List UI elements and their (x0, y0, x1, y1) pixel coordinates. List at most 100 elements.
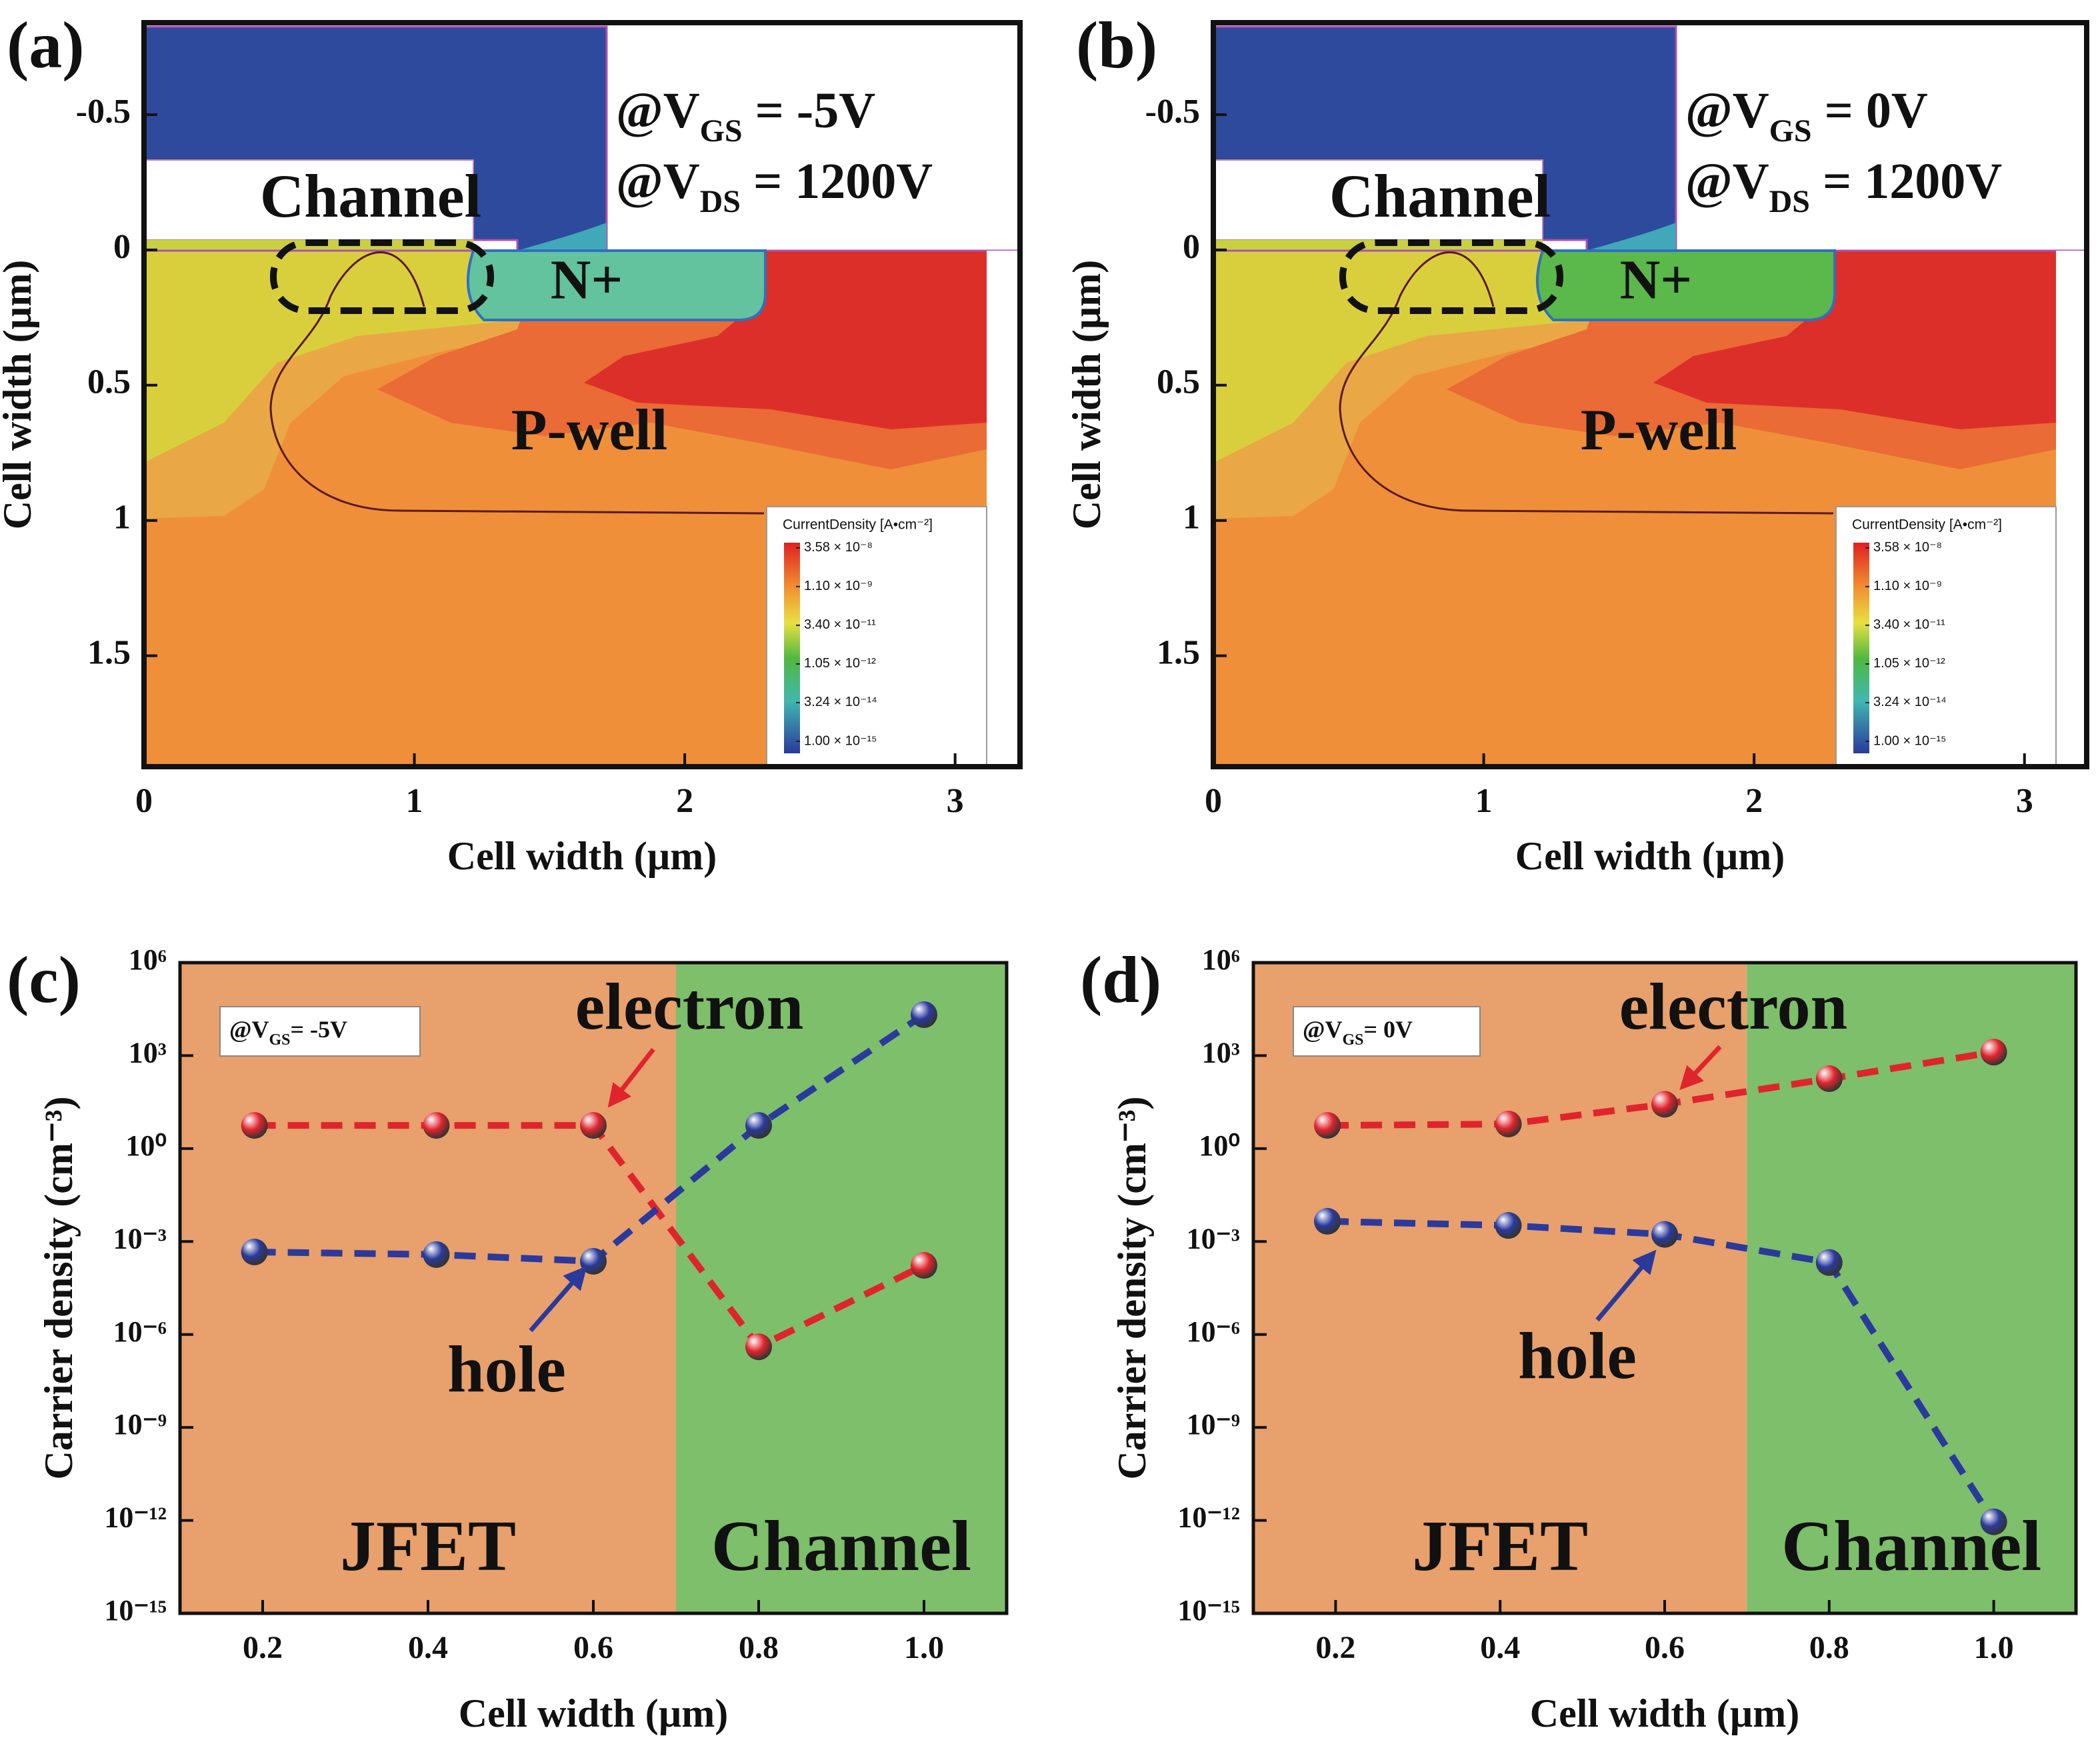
y-tick-label: 10⁻¹⁵ (1177, 1594, 1240, 1627)
data-point (745, 1333, 772, 1361)
bias-annotation-part: GS (1342, 1031, 1363, 1049)
x-tick-label: 0.8 (1809, 1630, 1849, 1665)
region-label: JFET (1412, 1507, 1588, 1586)
bias-annotation-part: = 0V (1812, 83, 1928, 139)
panel-label: (b) (1076, 8, 1157, 82)
data-point (911, 1252, 937, 1279)
y-tick-label: -0.5 (1145, 93, 1200, 131)
label-arrow (607, 1047, 655, 1108)
x-tick-label: 2 (676, 782, 693, 820)
x-tick-label: 0 (135, 782, 153, 820)
data-point (423, 1241, 450, 1268)
y-tick-label: 10⁶ (129, 943, 167, 976)
bias-annotation-part: @V (616, 83, 700, 139)
y-tick-label: 10⁰ (1199, 1129, 1240, 1162)
data-point (745, 1112, 772, 1139)
region-label: Channel (1329, 162, 1551, 230)
y-tick-label: 10⁻³ (1187, 1222, 1240, 1255)
gate-edge (1587, 223, 1676, 251)
data-point (1314, 1207, 1341, 1235)
data-point (580, 1112, 607, 1139)
colorbar-tick-label: 3.40 × 10⁻¹¹ (804, 617, 876, 632)
bias-annotation-part: DS (1769, 184, 1810, 219)
bias-annotation: @VGS = -5V (616, 83, 875, 148)
mesh-end (987, 251, 1020, 767)
data-point (1815, 1249, 1843, 1276)
simulation-map: CurrentDensity [A•cm⁻²] 3.58 × 10⁻⁸ 1.10 ×… (1212, 23, 2087, 767)
panel-label: (c) (7, 943, 81, 1017)
series-label: hole (1518, 1319, 1637, 1393)
bias-annotation-part: @V (1685, 83, 1769, 139)
simulation-map: CurrentDensity [A•cm⁻²] 3.58 × 10⁻⁸ 1.10 ×… (143, 23, 1020, 767)
panel-label: (a) (7, 8, 85, 82)
panel-label: (d) (1080, 943, 1161, 1017)
label-arrow (1679, 1045, 1722, 1091)
region-label: P-well (1581, 398, 1737, 463)
x-axis-title: Cell width (µm) (447, 834, 717, 878)
label-arrow (1595, 1249, 1657, 1322)
x-axis-title: Cell width (µm) (1530, 1691, 1800, 1735)
red-region (1653, 251, 2056, 429)
region-label: Channel (260, 162, 481, 230)
colorbar-tick-label: 3.40 × 10⁻¹¹ (1873, 617, 1945, 632)
x-tick-label: 0.2 (1315, 1630, 1355, 1665)
plot-frame (141, 20, 1023, 769)
x-tick-label: 0 (1205, 782, 1222, 820)
bias-annotation-part: GS (700, 113, 743, 149)
y-tick-label: 0.5 (1157, 363, 1200, 401)
y-axis-title: Carrier density (cm⁻³) (1110, 1096, 1154, 1479)
bias-annotation-part: = 0V (1364, 1016, 1413, 1043)
annotation-box (219, 1006, 421, 1057)
bias-annotation: @VGS= 0V (1303, 1016, 1413, 1048)
colorbar-tick-label: 1.05 × 10⁻¹² (1873, 656, 1945, 671)
bias-annotation-part: GS (1769, 113, 1812, 149)
channel-outline (1339, 239, 1563, 314)
x-axis-title: Cell width (µm) (459, 1691, 729, 1735)
colorbar-tick-label: 1.00 × 10⁻¹⁵ (1873, 733, 1946, 748)
bias-annotation-part: @V (1685, 153, 1769, 209)
data-point (1980, 1039, 2007, 1066)
y-tick-label: 10⁻¹⁵ (104, 1594, 167, 1627)
colorbar-tick-label: 3.58 × 10⁻⁸ (1873, 540, 1942, 555)
region-label: JFET (340, 1507, 516, 1586)
data-point (1495, 1111, 1522, 1138)
gate-edge (517, 223, 607, 251)
y-tick-label: 1 (113, 499, 131, 537)
y-tick-label: 10⁻¹² (1177, 1501, 1240, 1534)
x-tick-label: 3 (2016, 782, 2033, 820)
y-tick-label: 10⁻⁶ (113, 1315, 167, 1348)
y-tick-label: 0 (1183, 228, 1200, 266)
y-tick-label: 10⁻⁹ (1187, 1408, 1240, 1441)
y-axis-title: Cell width (µm) (0, 260, 39, 530)
annotation-box (1293, 1006, 1481, 1057)
colorbar (784, 543, 800, 753)
colorbar-title: CurrentDensity [A•cm⁻²] (783, 517, 933, 533)
bias-annotation-part: @V (616, 153, 700, 209)
colorbar-tick-label: 1.10 × 10⁻⁹ (1873, 579, 1942, 593)
colorbar (1853, 543, 1869, 753)
bias-annotation-part: @V (1303, 1016, 1342, 1043)
x-tick-label: 0.6 (573, 1630, 613, 1665)
y-axis-title: Cell width (µm) (1065, 260, 1109, 530)
series-label: electron (575, 969, 803, 1043)
colorbar-tick-label: 1.05 × 10⁻¹² (804, 656, 876, 671)
region-label: P-well (511, 398, 668, 463)
colorbar-tick-label: 3.24 × 10⁻¹⁴ (804, 695, 877, 709)
data-point (1980, 1508, 2007, 1535)
data-point (1314, 1112, 1341, 1139)
y-tick-label: 10⁻⁶ (1187, 1315, 1240, 1348)
y-tick-label: 10⁶ (1202, 943, 1240, 976)
data-point (423, 1112, 450, 1139)
colorbar-tick-label: 1.00 × 10⁻¹⁵ (804, 733, 877, 748)
data-point (1815, 1065, 1843, 1093)
region (1747, 963, 2076, 1613)
gate-cutout (1213, 159, 1543, 241)
series-label: hole (447, 1332, 566, 1406)
y-tick-label: 1 (1183, 499, 1200, 537)
data-point (1495, 1212, 1522, 1239)
y-tick-label: 1.5 (1157, 634, 1200, 672)
y-tick-label: 10³ (129, 1037, 167, 1069)
y-tick-label: -0.5 (76, 93, 131, 131)
x-tick-label: 0.6 (1645, 1630, 1685, 1665)
